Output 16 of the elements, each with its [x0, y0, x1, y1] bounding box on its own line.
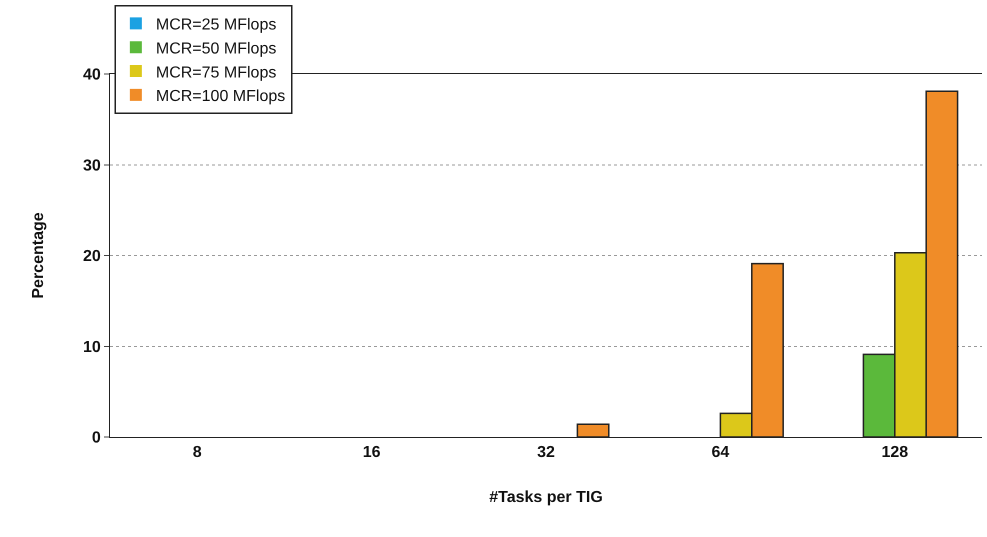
- y-tick-label: 40: [83, 66, 101, 84]
- x-axis-title: #Tasks per TIG: [489, 488, 603, 506]
- x-tick-label: 128: [881, 444, 908, 462]
- x-tick-label: 8: [192, 444, 202, 462]
- legend-label: MCR=25 MFlops: [156, 16, 276, 34]
- y-axis-title: Percentage: [30, 212, 47, 299]
- x-tick-label: 32: [537, 444, 555, 462]
- y-tick-label: 20: [83, 248, 101, 266]
- x-tick-label: 16: [362, 444, 381, 462]
- y-tick-label: 0: [92, 430, 101, 447]
- legend-label: MCR=75 MFlops: [156, 64, 276, 82]
- y-tick-label: 30: [83, 157, 101, 174]
- legend-label: MCR=100 MFlops: [156, 88, 286, 106]
- legend-label: MCR=50 MFlops: [156, 40, 276, 58]
- y-tick-label: 10: [83, 338, 101, 356]
- x-tick-label: 64: [712, 444, 730, 462]
